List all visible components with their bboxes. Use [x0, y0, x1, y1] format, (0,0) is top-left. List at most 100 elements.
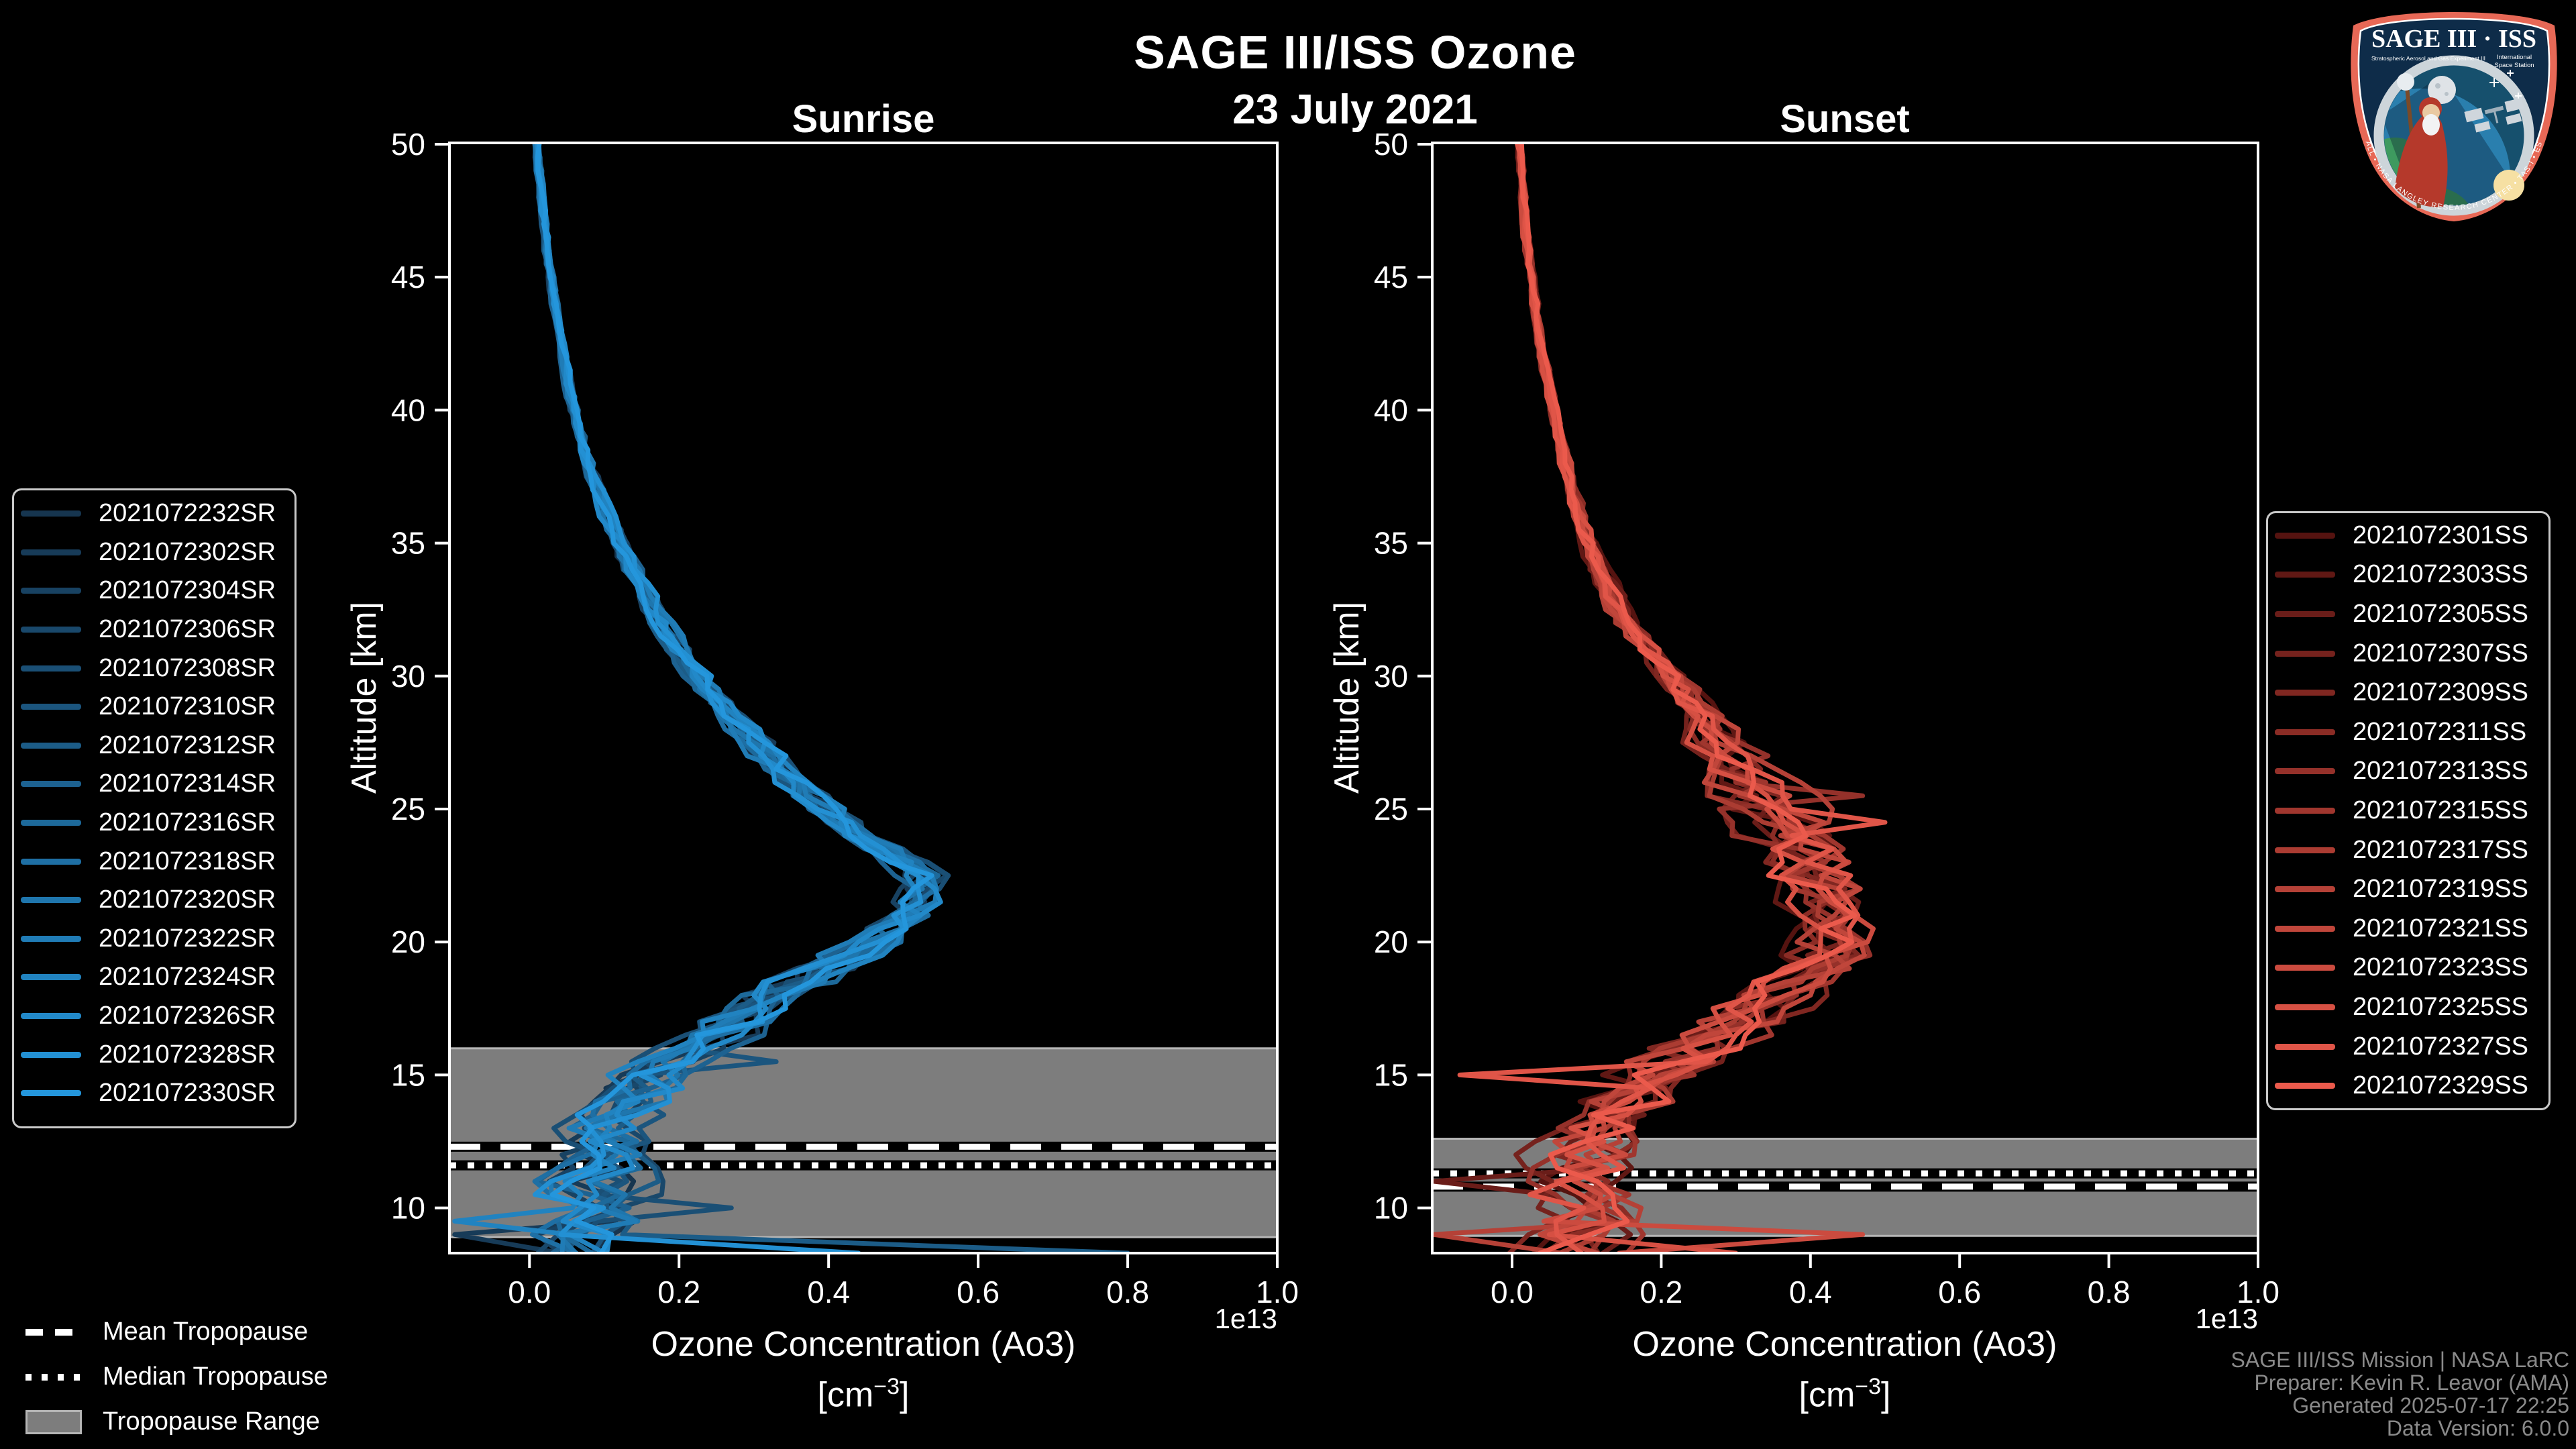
legend-row: 2021072309SS	[2268, 673, 2548, 712]
legend-row: 2021072311SS	[2268, 712, 2548, 752]
legend-label: 2021072330SR	[99, 1079, 276, 1108]
legend-line-swatch	[2275, 925, 2335, 932]
sunrise-x-axis-label: Ozone Concentration (Ao3)	[651, 1325, 1076, 1364]
legend-line-swatch	[2275, 1083, 2335, 1089]
legend-label: 2021072314SR	[99, 769, 276, 798]
tropopause-legend-median-row: Median Tropopause	[25, 1354, 328, 1399]
x-tick-label: 0.2	[657, 1275, 700, 1309]
legend-line-swatch	[21, 1051, 81, 1058]
y-tick-label: 30	[391, 659, 425, 694]
legend-row: 2021072307SS	[2268, 634, 2548, 674]
legend-label: 2021072322SR	[99, 924, 276, 953]
logo-subtitle-left: Stratospheric Aerosol and Gas Experiment…	[2371, 55, 2485, 62]
x-tick-label: 1.0	[2237, 1275, 2279, 1309]
x-tick-label: 0.8	[2088, 1275, 2131, 1309]
x-tick-label: 0.8	[1106, 1275, 1149, 1309]
y-tick-label: 30	[1374, 659, 1408, 694]
sunset-axis-offset-multiplier: 1e13	[2195, 1303, 2258, 1334]
tropopause-legend-mean-row: Mean Tropopause	[25, 1309, 328, 1354]
legend-row: 2021072328SR	[14, 1035, 294, 1074]
legend-label: 2021072313SS	[2353, 757, 2529, 786]
legend-row: 2021072330SR	[14, 1074, 294, 1113]
y-tick-label: 15	[391, 1057, 425, 1092]
legend-label: 2021072327SS	[2353, 1032, 2529, 1061]
legend-line-swatch	[21, 974, 81, 981]
legend-row: 2021072304SR	[14, 572, 294, 610]
legend-label: 2021072301SS	[2353, 521, 2529, 549]
attribution-mission: SAGE III/ISS Mission | NASA LaRC	[2231, 1348, 2569, 1372]
legend-label: 2021072311SS	[2353, 717, 2527, 746]
legend-label: 2021072325SS	[2353, 992, 2529, 1021]
logo-moon	[2428, 76, 2456, 104]
legend-line-swatch	[2275, 768, 2335, 775]
sunset-axes-spines	[1431, 142, 2259, 1254]
logo-title: SAGE III · ISS	[2371, 25, 2536, 53]
sunrise-axis-offset-multiplier: 1e13	[1214, 1303, 1277, 1334]
unit-post: ]	[900, 1375, 910, 1415]
legend-line-swatch	[2275, 572, 2335, 578]
legend-row: 2021072305SS	[2268, 594, 2548, 634]
legend-row: 2021072310SR	[14, 688, 294, 727]
logo-iss	[2464, 97, 2524, 133]
legend-line-swatch	[21, 511, 81, 517]
sunset-y-axis-label: Altitude [km]	[1328, 601, 1366, 794]
unit-post: ]	[1881, 1375, 1891, 1415]
sunset-profile-2021072329SS	[1519, 143, 1858, 1253]
legend-line-swatch	[21, 781, 81, 788]
legend-label: 2021072323SS	[2353, 953, 2529, 982]
legend-line-swatch	[2275, 729, 2335, 735]
logo-sun	[2493, 170, 2524, 201]
unit-pre: [cm	[1799, 1375, 1856, 1415]
sunset-legend: 2021072301SS 2021072303SS 2021072305SS 2021…	[2266, 511, 2551, 1110]
legend-row: 2021072318SR	[14, 842, 294, 881]
legend-row: 2021072232SR	[14, 494, 294, 533]
legend-label: 2021072307SS	[2353, 639, 2529, 667]
sunrise-profile-2021072330SR	[535, 143, 934, 1253]
legend-row: 2021072322SR	[14, 920, 294, 959]
legend-label: 2021072316SR	[99, 808, 276, 837]
legend-row: 2021072317SS	[2268, 830, 2548, 870]
legend-line-swatch	[2275, 807, 2335, 814]
legend-row: 2021072315SS	[2268, 791, 2548, 830]
unit-exponent: −3	[1855, 1374, 1882, 1399]
mean-tropopause-dashed-line-swatch	[25, 1328, 82, 1336]
x-tick-label: 1.0	[1256, 1275, 1299, 1309]
legend-label: 2021072305SS	[2353, 599, 2529, 628]
logo-moon-crater-2	[2445, 92, 2449, 96]
attribution-data-version: Data Version: 6.0.0	[2386, 1416, 2569, 1440]
logo-moon-crater-1	[2435, 83, 2440, 89]
logo-sage-figure	[2395, 73, 2448, 209]
legend-line-swatch	[21, 742, 81, 749]
y-tick-label: 45	[391, 260, 425, 294]
legend-line-swatch	[2275, 847, 2335, 853]
legend-label: 2021072232SR	[99, 499, 276, 528]
logo-subtitle-right-2: Space Station	[2494, 62, 2534, 69]
legend-line-swatch	[21, 588, 81, 594]
legend-label: 2021072317SS	[2353, 835, 2529, 864]
legend-line-swatch	[21, 549, 81, 555]
sunset-panel: 50 45 40 35 30 25 20 15 10 0.0 0.2 0.4 0.6 0.8 1.0	[1374, 127, 2279, 1309]
y-tick-label: 35	[391, 526, 425, 561]
legend-label: 2021072328SR	[99, 1040, 276, 1069]
logo-subtitle-right-1: International	[2497, 54, 2532, 61]
y-tick-label: 35	[1374, 526, 1408, 561]
legend-label: 2021072318SR	[99, 847, 276, 875]
sunrise-legend: 2021072232SR 2021072302SR 2021072304SR 2021…	[12, 488, 297, 1128]
sunset-x-axis-label: Ozone Concentration (Ao3)	[1632, 1325, 2057, 1364]
legend-line-swatch	[21, 897, 81, 904]
logo-earth-land-3	[2384, 195, 2400, 205]
legend-label: 2021072321SS	[2353, 914, 2529, 943]
y-tick-label: 40	[1374, 392, 1408, 427]
sunrise-panel-title: Sunrise	[792, 97, 935, 141]
legend-row: 2021072325SS	[2268, 987, 2548, 1027]
legend-row: 2021072301SS	[2268, 516, 2548, 555]
legend-line-swatch	[2275, 610, 2335, 617]
legend-label: 2021072306SR	[99, 615, 276, 644]
y-tick-label: 10	[391, 1191, 425, 1226]
legend-line-swatch	[21, 627, 81, 633]
legend-row: 2021072312SR	[14, 727, 294, 765]
y-tick-label: 50	[1374, 127, 1408, 162]
legend-label: 2021072302SR	[99, 537, 276, 566]
attribution-block: SAGE III/ISS Mission | NASA LaRC Prepare…	[2231, 1348, 2569, 1440]
